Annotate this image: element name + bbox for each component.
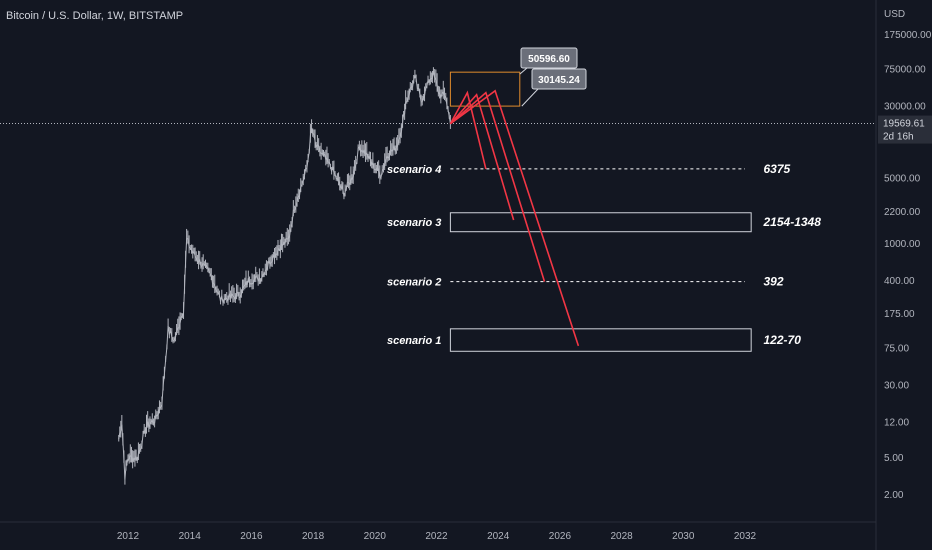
y-tick-label: 5000.00 <box>884 174 921 185</box>
price-series <box>118 67 451 485</box>
scenario-zone-box <box>449 212 752 233</box>
scenarios: scenario 4 6375 scenario 3 2154-1348 scenari… <box>387 162 822 352</box>
y-tick-label: 12.00 <box>884 418 909 429</box>
y-tick-label: 175000.00 <box>884 30 932 41</box>
x-tick-label: 2030 <box>672 531 695 542</box>
scenario-zone-box <box>449 328 752 352</box>
y-tick-label: 5.00 <box>884 453 904 464</box>
callout-box <box>531 68 587 90</box>
y-tick-label: 75000.00 <box>884 64 926 75</box>
currency-label: USD <box>884 9 906 20</box>
x-tick-label: 2012 <box>117 531 140 542</box>
x-tick-label: 2020 <box>364 531 387 542</box>
x-tick-label: 2018 <box>302 531 325 542</box>
price-line <box>118 70 451 480</box>
projection-line <box>449 91 546 282</box>
y-tick-label: 175.00 <box>884 309 915 320</box>
scenario-label: scenario 4 <box>387 164 441 176</box>
projection-line <box>449 89 580 347</box>
range-box-rect <box>449 71 521 107</box>
x-tick-label: 2024 <box>487 531 510 542</box>
y-tick-label: 400.00 <box>884 276 915 287</box>
projection-line <box>449 90 487 170</box>
current-price-countdown: 2d 16h <box>883 132 914 143</box>
current-price-value: 19569.61 <box>883 119 925 130</box>
callout-label: 50596.60 <box>528 54 570 65</box>
y-tick-label: 75.00 <box>884 343 909 354</box>
scenario-value: 122-70 <box>764 333 802 347</box>
scenario-label: scenario 2 <box>387 277 441 289</box>
x-tick-label: 2028 <box>610 531 633 542</box>
y-tick-label: 30000.00 <box>884 101 926 112</box>
y-tick-label: 2.00 <box>884 490 904 501</box>
scenario-value: 6375 <box>764 162 791 176</box>
callouts: 50596.60 30145.24 <box>519 47 587 107</box>
callout-label: 30145.24 <box>538 75 580 86</box>
scenario-label: scenario 3 <box>387 217 441 229</box>
callout-box <box>520 47 578 69</box>
callout-pointer <box>519 67 528 75</box>
projection-lines <box>449 89 580 347</box>
chart-title: Bitcoin / U.S. Dollar, 1W, BITSTAMP <box>6 10 184 22</box>
x-tick-label: 2022 <box>425 531 448 542</box>
current-price-tag: 19569.61 2d 16h <box>878 115 932 144</box>
scenario-value: 2154-1348 <box>763 215 822 229</box>
scenario-value: 392 <box>764 275 784 289</box>
range-box <box>449 71 521 107</box>
x-tick-label: 2026 <box>549 531 572 542</box>
x-tick-label: 2014 <box>179 531 202 542</box>
x-tick-label: 2032 <box>734 531 757 542</box>
y-axis: 175000.00 75000.00 30000.00 5000.00 2200.00 1… <box>884 30 932 501</box>
y-tick-label: 30.00 <box>884 381 909 392</box>
y-tick-label: 2200.00 <box>884 207 921 218</box>
x-axis: 2012 2014 2016 2018 2020 2022 2024 2026 2028 2030… <box>117 531 757 542</box>
callout-pointer <box>521 88 539 107</box>
y-tick-label: 1000.00 <box>884 239 921 250</box>
x-tick-label: 2016 <box>240 531 263 542</box>
scenario-label: scenario 1 <box>387 335 441 347</box>
projection-line <box>449 93 515 221</box>
